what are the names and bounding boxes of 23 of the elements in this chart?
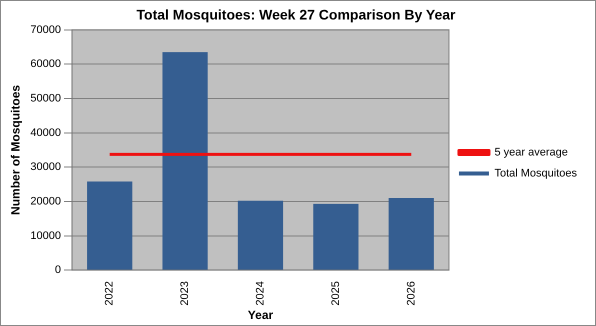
- y-tick-label: 0: [54, 264, 61, 276]
- y-tick-label: 70000: [30, 24, 61, 36]
- y-tick-label: 50000: [30, 92, 61, 104]
- chart-title: Total Mosquitoes: Week 27 Comparison By Year: [136, 6, 456, 22]
- y-tick-label: 10000: [30, 230, 61, 242]
- x-tick-label: 2022: [104, 281, 116, 306]
- legend-label: Total Mosquitoes: [494, 168, 578, 180]
- bar: [388, 198, 434, 270]
- y-tick-label: 40000: [30, 126, 61, 139]
- bar: [162, 52, 208, 270]
- x-tick-label: 2026: [405, 281, 418, 306]
- bar: [238, 200, 284, 270]
- legend-label: 5 year average: [494, 146, 568, 159]
- y-tick-label: 20000: [30, 195, 61, 208]
- x-axis-title: Year: [248, 308, 274, 322]
- bar: [313, 204, 358, 270]
- y-tick-label: 30000: [30, 161, 61, 174]
- x-tick-label: 2024: [254, 281, 267, 306]
- x-tick-label: 2023: [179, 281, 192, 306]
- x-tick-label: 2025: [330, 281, 342, 306]
- bar: [87, 182, 132, 270]
- y-axis-title: Number of Mosquitoes: [8, 84, 23, 215]
- y-tick-label: 60000: [30, 58, 61, 70]
